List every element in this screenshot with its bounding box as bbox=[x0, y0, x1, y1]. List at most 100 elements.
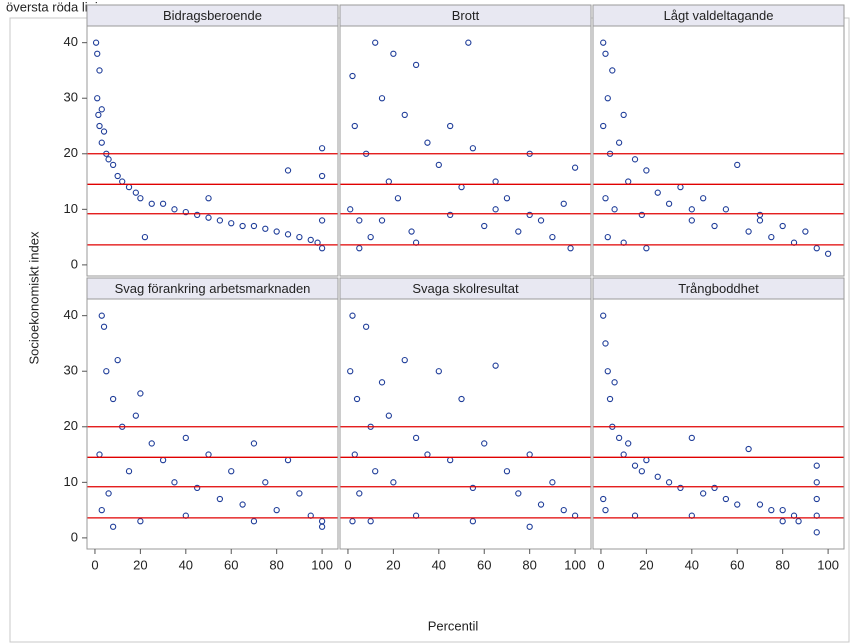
point bbox=[631, 156, 639, 163]
y-tick-label: 10 bbox=[64, 474, 78, 489]
point bbox=[273, 506, 280, 514]
point bbox=[378, 217, 386, 224]
x-tick-label: 60 bbox=[730, 557, 744, 572]
point bbox=[114, 356, 121, 364]
point bbox=[604, 95, 611, 102]
y-tick-label: 30 bbox=[64, 90, 78, 105]
point bbox=[447, 211, 454, 219]
point bbox=[372, 39, 379, 46]
point bbox=[625, 178, 632, 185]
x-tick-label: 100 bbox=[817, 557, 839, 572]
x-tick-label: 40 bbox=[685, 557, 699, 572]
point bbox=[94, 50, 101, 57]
point bbox=[795, 518, 802, 525]
point bbox=[688, 434, 695, 442]
point bbox=[745, 228, 752, 235]
panel-frame bbox=[86, 25, 339, 277]
point bbox=[318, 145, 326, 152]
point bbox=[125, 468, 133, 475]
point bbox=[688, 206, 695, 213]
point bbox=[549, 233, 556, 241]
point bbox=[611, 379, 618, 386]
point bbox=[526, 523, 533, 530]
y-tick-label: 20 bbox=[64, 418, 78, 433]
point bbox=[353, 395, 361, 403]
point bbox=[813, 462, 820, 469]
point bbox=[412, 434, 420, 442]
y-tick-label: 40 bbox=[64, 34, 78, 49]
point bbox=[600, 39, 607, 46]
y-tick-label: 0 bbox=[71, 256, 78, 271]
point bbox=[424, 451, 431, 458]
point bbox=[137, 390, 144, 397]
point bbox=[600, 312, 607, 319]
point bbox=[307, 236, 314, 244]
point bbox=[159, 456, 167, 464]
point bbox=[205, 195, 212, 202]
point bbox=[481, 222, 488, 230]
point bbox=[602, 340, 609, 347]
point bbox=[351, 122, 358, 130]
point bbox=[625, 440, 632, 447]
outer-frame bbox=[9, 17, 850, 643]
point bbox=[318, 518, 326, 525]
point bbox=[447, 122, 454, 130]
point bbox=[549, 479, 556, 486]
point bbox=[95, 111, 102, 119]
point bbox=[356, 217, 363, 224]
panel-title: Bidragsberoende bbox=[163, 8, 262, 23]
point bbox=[700, 195, 707, 202]
point bbox=[424, 139, 431, 146]
point bbox=[615, 139, 623, 146]
point bbox=[620, 111, 627, 119]
point bbox=[98, 506, 105, 514]
point bbox=[98, 312, 105, 319]
y-axis-label: Socioekonomiskt index bbox=[26, 231, 41, 364]
point bbox=[802, 228, 809, 235]
point bbox=[515, 490, 522, 497]
point bbox=[447, 456, 454, 464]
point bbox=[600, 495, 607, 503]
x-tick-label: 100 bbox=[564, 557, 586, 572]
point bbox=[372, 468, 379, 475]
panel-frame bbox=[339, 298, 592, 550]
point bbox=[318, 217, 326, 224]
point bbox=[567, 245, 574, 252]
point bbox=[611, 206, 618, 213]
x-tick-label: 60 bbox=[477, 557, 491, 572]
x-tick-label: 0 bbox=[91, 557, 98, 572]
point bbox=[722, 206, 730, 213]
panel-frame bbox=[86, 298, 339, 550]
point bbox=[96, 451, 103, 458]
point bbox=[571, 164, 579, 171]
point bbox=[722, 495, 730, 503]
point bbox=[609, 67, 616, 74]
point bbox=[182, 208, 189, 216]
point bbox=[654, 189, 661, 196]
point bbox=[284, 167, 292, 174]
point bbox=[296, 490, 303, 497]
point bbox=[537, 501, 545, 508]
x-tick-label: 20 bbox=[639, 557, 653, 572]
point bbox=[100, 323, 108, 330]
point bbox=[768, 233, 775, 241]
x-tick-label: 40 bbox=[179, 557, 193, 572]
point bbox=[492, 206, 499, 213]
point bbox=[779, 222, 786, 230]
point bbox=[105, 156, 112, 163]
point bbox=[631, 462, 639, 469]
point bbox=[756, 501, 764, 508]
point bbox=[394, 195, 402, 202]
point bbox=[401, 111, 408, 119]
point bbox=[602, 50, 609, 57]
point bbox=[711, 222, 718, 230]
point bbox=[98, 139, 105, 146]
point bbox=[503, 468, 511, 475]
point bbox=[171, 479, 178, 486]
x-tick-label: 20 bbox=[133, 557, 147, 572]
point bbox=[171, 206, 178, 213]
x-tick-label: 60 bbox=[224, 557, 238, 572]
point bbox=[688, 217, 695, 224]
point bbox=[745, 445, 752, 453]
x-tick-label: 0 bbox=[344, 557, 351, 572]
